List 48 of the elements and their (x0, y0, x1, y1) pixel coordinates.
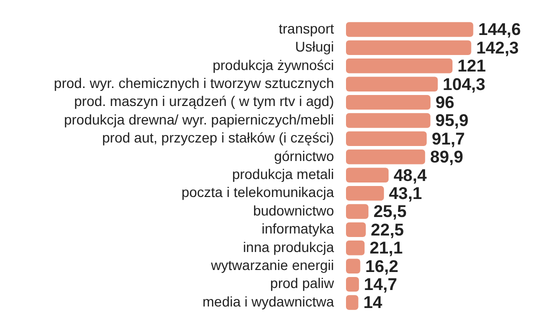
bar (346, 222, 366, 238)
data-label: 95,9 (435, 111, 468, 130)
y-tick-label: transport (278, 20, 334, 36)
y-tick-label: informatyka (262, 220, 334, 237)
y-tick-label: prod. wyr. chemicznych i tworzyw sztucznych (54, 74, 334, 91)
bar (346, 204, 368, 219)
bar (346, 94, 430, 110)
y-tick-label: prod paliw (270, 275, 335, 292)
data-label: 22,5 (370, 220, 404, 240)
y-tick-label: produkcja drewna/ wyr. papierniczych/mebli (64, 111, 334, 128)
y-tick-label: inna produkcja (242, 238, 334, 255)
y-tick-label: prod. maszyn i urządzeń ( w tym rtv i agd) (74, 93, 334, 110)
data-label: 14 (363, 293, 383, 312)
y-tick-label: produkcja metali (232, 166, 334, 182)
bar (346, 258, 360, 274)
bar (346, 131, 427, 146)
y-tick-label: Usługi (295, 38, 334, 55)
bar (346, 113, 430, 128)
bar (346, 40, 472, 56)
bar (346, 150, 426, 164)
bar (346, 58, 452, 74)
bar (346, 240, 365, 256)
data-label: 142,3 (476, 38, 519, 58)
data-label: 144,6 (478, 20, 521, 40)
data-label: 104,3 (442, 74, 486, 94)
data-label: 89,9 (430, 148, 464, 167)
y-tick-label: poczta i telekomunikacja (181, 184, 334, 200)
data-label: 14,7 (364, 274, 398, 294)
y-tick-label: media i wydawnictwa (202, 293, 334, 310)
data-label: 91,7 (432, 129, 465, 148)
data-label: 48,4 (394, 166, 428, 185)
y-tick-label: prod aut, przyczep i stałków (i części) (102, 130, 334, 146)
bar (346, 295, 358, 310)
bar (346, 76, 438, 92)
bar (346, 168, 389, 182)
data-label: 25,5 (373, 202, 407, 222)
data-label: 16,2 (365, 256, 398, 276)
bar (346, 22, 474, 37)
y-tick-label: górnictwo (274, 148, 334, 164)
y-tick-label: produkcja żywności (212, 56, 334, 73)
data-label: 43,1 (388, 184, 422, 203)
bar (346, 276, 359, 292)
y-tick-label: wytwarzanie energii (210, 256, 334, 273)
data-label: 121 (457, 56, 486, 76)
data-label: 21,1 (370, 238, 403, 258)
bar (346, 186, 384, 201)
data-label: 96 (435, 92, 454, 112)
y-tick-label: budownictwo (253, 202, 334, 218)
